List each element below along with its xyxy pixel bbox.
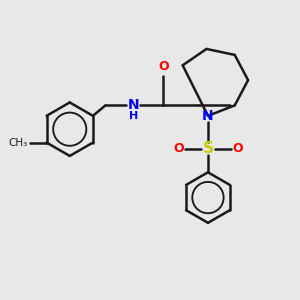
Text: N: N bbox=[128, 98, 140, 112]
Text: O: O bbox=[158, 60, 169, 73]
Text: S: S bbox=[202, 141, 214, 156]
Text: CH₃: CH₃ bbox=[9, 138, 28, 148]
Text: N: N bbox=[202, 109, 214, 123]
Text: O: O bbox=[173, 142, 184, 155]
Text: O: O bbox=[232, 142, 243, 155]
Text: H: H bbox=[129, 111, 138, 121]
